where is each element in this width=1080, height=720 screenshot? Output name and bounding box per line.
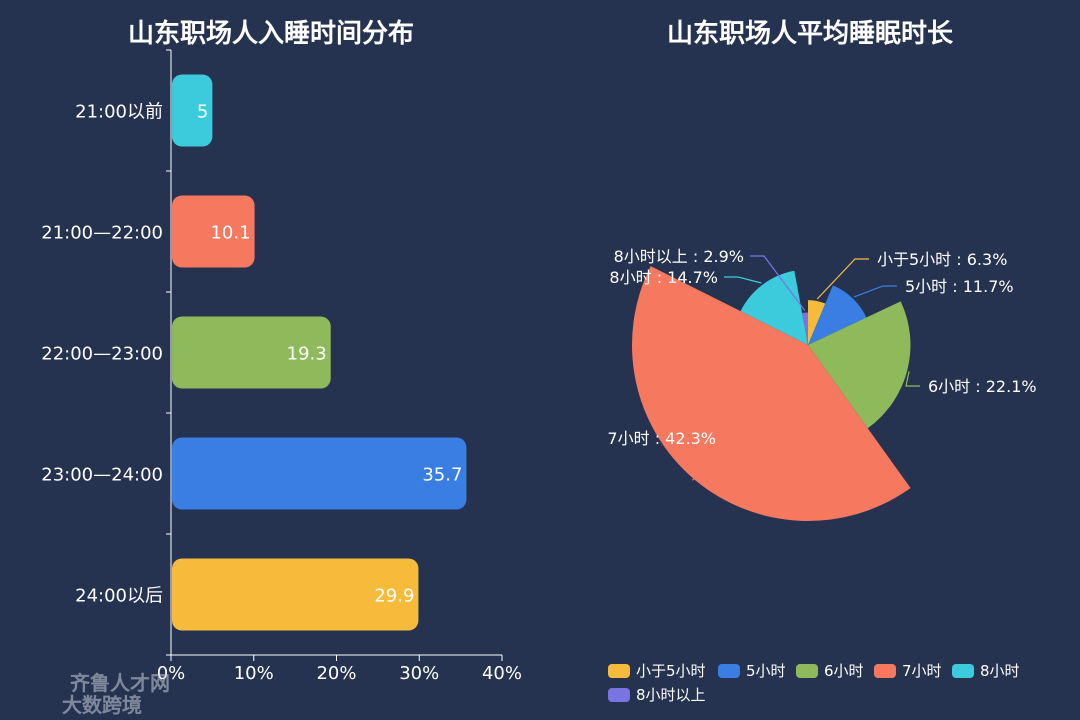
pie-slice-1 (808, 300, 826, 345)
pie-chart: 山东职场人平均睡眠时长 小于5小时 : 6.3% 5小时 : 11.7% 6小时 :… (607, 18, 1036, 704)
bar-chart-axis: 0% 10% 20% 30% 40% 21:00以前 21:00—22:00 22:00—23… (41, 49, 522, 684)
legend-swatch (718, 664, 740, 678)
y-category-label: 24:00以后 (75, 586, 163, 607)
bar-2 (172, 195, 255, 268)
legend-label: 6小时 (824, 662, 864, 680)
legend-label: 8小时 (980, 662, 1020, 680)
pie-chart-labels: 小于5小时 : 6.3% 5小时 : 11.7% 6小时 : 22.1% 7小时 : … (607, 247, 1037, 481)
legend-label: 7小时 (902, 662, 942, 680)
x-tick-label: 20% (316, 663, 356, 684)
bar-chart: 山东职场人入睡时间分布 0% 10% 20% 30% 40% 21:00以前 21:00—2… (41, 18, 522, 684)
legend-swatch (874, 664, 896, 678)
pie-slice-label: 6小时 : 22.1% (928, 377, 1037, 396)
pie-slice-label: 5小时 : 11.7% (905, 277, 1014, 296)
pie-slice-label: 7小时 : 42.3% (607, 429, 716, 448)
pie-slice-5 (740, 270, 808, 345)
pie-chart-title: 山东职场人平均睡眠时长 (667, 18, 954, 49)
y-category-label: 21:00—22:00 (41, 223, 163, 244)
pie-leader-line (905, 371, 920, 387)
x-tick-label: 0% (157, 663, 186, 684)
watermark: 齐鲁人才网 大数跨境 (62, 671, 170, 717)
watermark-line2: 大数跨境 (62, 693, 142, 717)
bar-5 (172, 558, 419, 631)
legend-swatch (952, 664, 974, 678)
pie-slice-6 (802, 312, 808, 345)
pie-leader-line (724, 276, 762, 284)
bar-1 (172, 74, 213, 147)
bar-value-label: 35.7 (422, 465, 462, 486)
bar-4 (172, 437, 467, 510)
bar-chart-title: 山东职场人入睡时间分布 (128, 18, 414, 49)
legend-label: 小于5小时 (636, 662, 706, 680)
pie-slice-label: 小于5小时 : 6.3% (877, 250, 1007, 269)
watermark-line1: 齐鲁人才网 (70, 671, 170, 695)
pie-leader-line (853, 285, 897, 298)
pie-slice-4 (632, 266, 911, 521)
bar-value-label: 29.9 (374, 586, 414, 607)
y-category-label: 21:00以前 (75, 102, 163, 123)
pie-slice-label: 8小时 : 14.7% (609, 268, 718, 287)
legend-item[interactable]: 小于5小时 (608, 662, 706, 680)
legend-item[interactable]: 5小时 (718, 662, 786, 680)
legend-item[interactable]: 7小时 (874, 662, 942, 680)
bar-value-label: 5 (197, 102, 208, 123)
legend-label: 8小时以上 (636, 686, 706, 704)
bar-3 (172, 316, 331, 389)
pie-chart-legend[interactable]: 小于5小时 5小时 6小时 7小时 8小时 8小时以上 (608, 662, 1020, 704)
pie-chart-slices (632, 266, 911, 521)
y-category-label: 23:00—24:00 (41, 465, 163, 486)
x-tick-label: 30% (399, 663, 439, 684)
legend-swatch (608, 688, 630, 702)
pie-slice-3 (808, 301, 911, 429)
legend-item[interactable]: 8小时 (952, 662, 1020, 680)
legend-label: 5小时 (746, 662, 786, 680)
bar-value-label: 10.1 (210, 223, 250, 244)
y-category-label: 22:00—23:00 (41, 344, 163, 365)
pie-leader-line (691, 437, 738, 481)
legend-swatch (608, 664, 630, 678)
bar-value-label: 19.3 (287, 344, 327, 365)
pie-leader-line (750, 255, 806, 311)
pie-leader-line (816, 258, 869, 300)
pie-slice-label: 8小时以上 : 2.9% (614, 247, 744, 266)
legend-item[interactable]: 8小时以上 (608, 686, 706, 704)
legend-swatch (796, 664, 818, 678)
bar-chart-bars: 5 10.1 19.3 35.7 29.9 (172, 74, 467, 631)
x-tick-label: 10% (234, 663, 274, 684)
legend-item[interactable]: 6小时 (796, 662, 864, 680)
pie-slice-2 (808, 285, 867, 345)
x-tick-label: 40% (482, 663, 522, 684)
